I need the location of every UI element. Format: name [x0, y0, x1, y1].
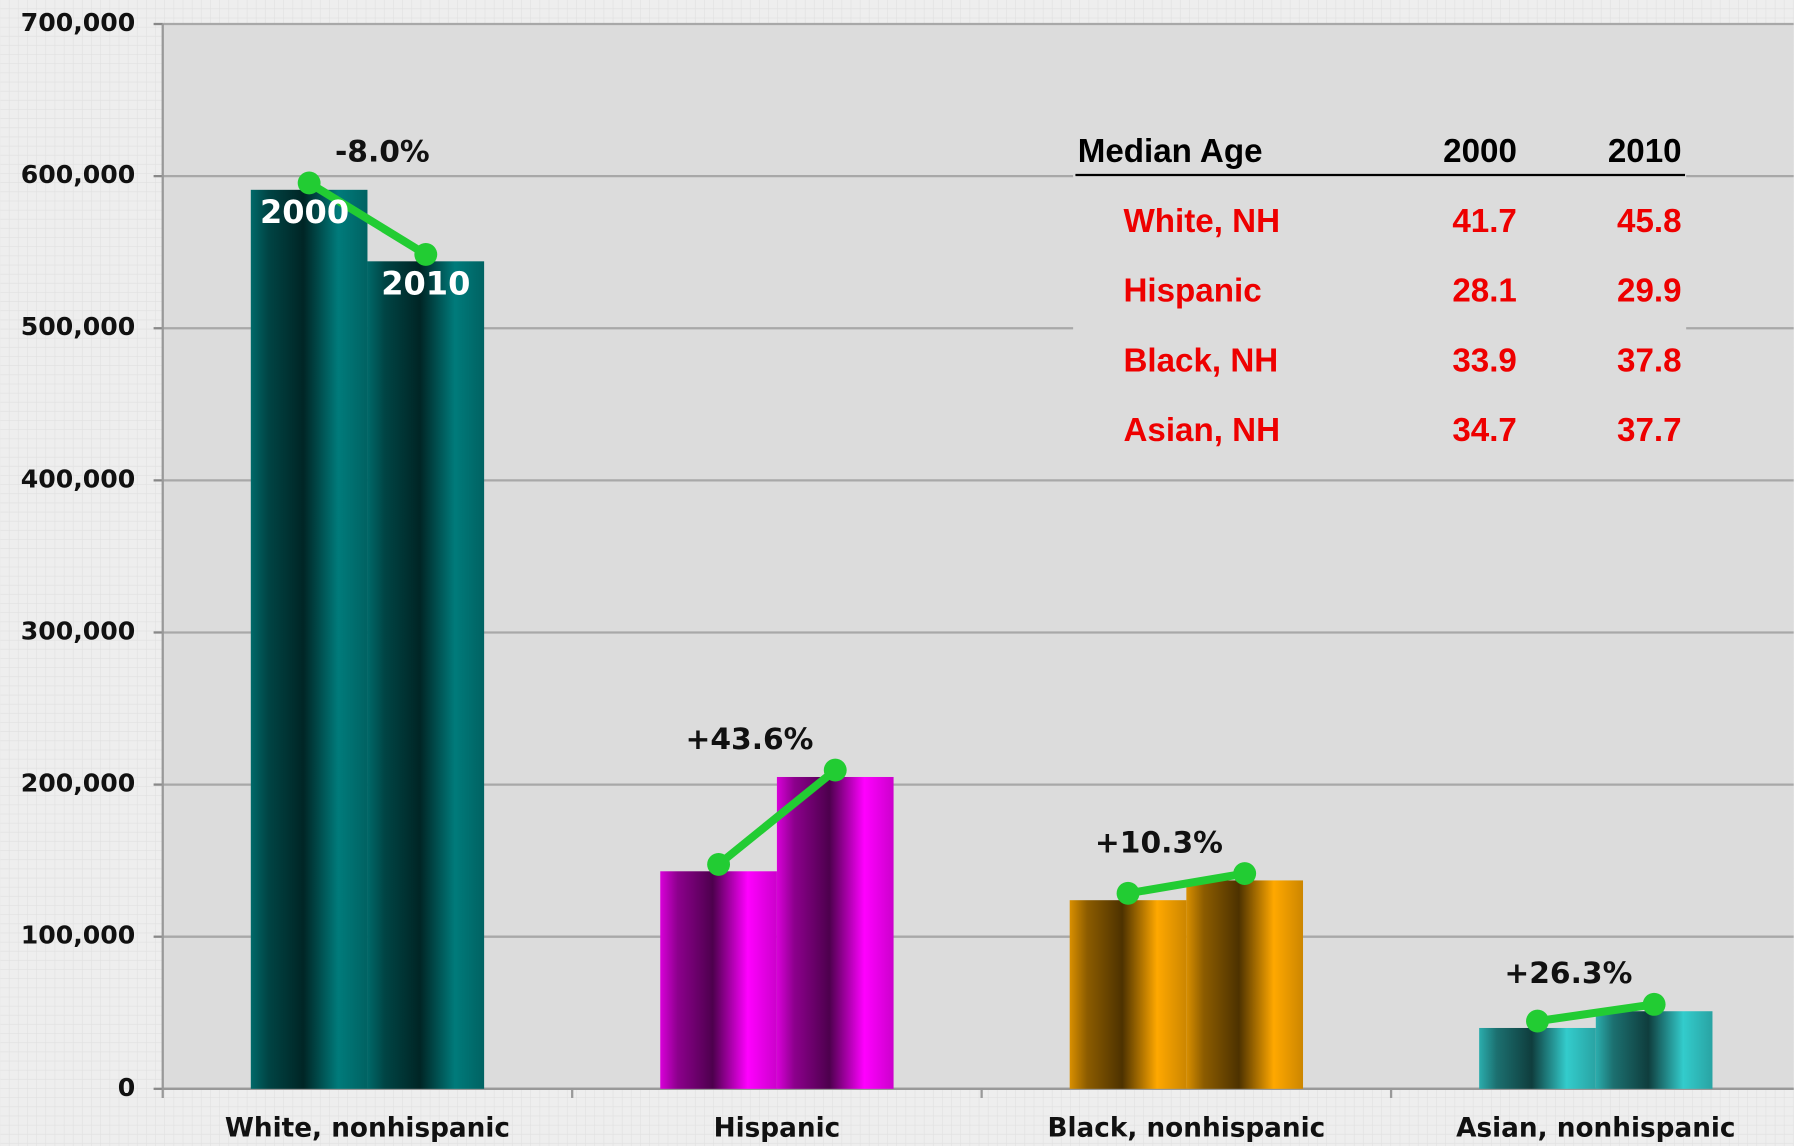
change-annotation: -8.0% — [335, 135, 430, 170]
x-tick-label: Asian, nonhispanic — [1456, 1113, 1735, 1143]
y-tick-label: 0 — [118, 1073, 136, 1102]
x-tick-label: White, nonhispanic — [225, 1113, 510, 1143]
y-tick-label: 200,000 — [21, 769, 136, 798]
y-tick-label: 400,000 — [21, 464, 136, 493]
change-line — [307, 179, 428, 258]
y-tick-label: 300,000 — [21, 616, 136, 645]
series-label: 2010 — [381, 264, 470, 302]
change-marker — [1233, 862, 1257, 885]
bar — [1186, 880, 1304, 1089]
table-cell: Hispanic — [1123, 273, 1261, 310]
table-header: 2000 — [1443, 133, 1517, 170]
table-header: 2010 — [1608, 133, 1682, 170]
y-tick-label: 600,000 — [21, 160, 136, 189]
y-tick-label: 100,000 — [21, 921, 136, 950]
table-cell: 37.7 — [1617, 412, 1682, 449]
table-header: Median Age — [1078, 133, 1263, 170]
bar — [250, 189, 368, 1089]
bar — [367, 261, 485, 1089]
x-tick-label: Black, nonhispanic — [1047, 1113, 1325, 1143]
table-cell: 34.7 — [1452, 412, 1517, 449]
change-line — [1536, 1000, 1655, 1026]
table-cell: White, NH — [1123, 203, 1280, 240]
table-cell: 41.7 — [1452, 203, 1517, 240]
change-marker — [414, 243, 438, 266]
table-cell: 28.1 — [1452, 273, 1517, 310]
bar — [1479, 1027, 1596, 1089]
change-marker — [823, 758, 847, 782]
table-cell: 29.9 — [1617, 273, 1682, 310]
table-cell: Asian, NH — [1123, 412, 1280, 449]
change-line — [1127, 869, 1246, 898]
change-annotation: +26.3% — [1504, 956, 1632, 991]
bar — [776, 776, 894, 1089]
bar — [660, 871, 777, 1089]
y-tick-label: 700,000 — [21, 8, 136, 37]
table-cell: 37.8 — [1617, 342, 1682, 379]
change-marker — [1526, 1009, 1549, 1033]
change-annotation: +10.3% — [1095, 825, 1223, 860]
table-background — [1073, 120, 1687, 464]
change-marker — [1116, 881, 1140, 905]
series-label: 2000 — [260, 193, 349, 231]
bar — [1069, 900, 1187, 1089]
change-marker — [1642, 992, 1666, 1016]
x-tick-label: Hispanic — [714, 1113, 841, 1143]
change-marker — [297, 171, 321, 195]
change-line — [716, 767, 838, 868]
table-cell: 45.8 — [1617, 203, 1682, 240]
change-annotation: +43.6% — [685, 722, 813, 757]
table-cell: Black, NH — [1123, 342, 1278, 379]
change-marker — [707, 852, 731, 876]
table-cell: 33.9 — [1452, 342, 1517, 379]
bar — [1595, 1011, 1713, 1089]
y-tick-label: 500,000 — [21, 312, 136, 341]
